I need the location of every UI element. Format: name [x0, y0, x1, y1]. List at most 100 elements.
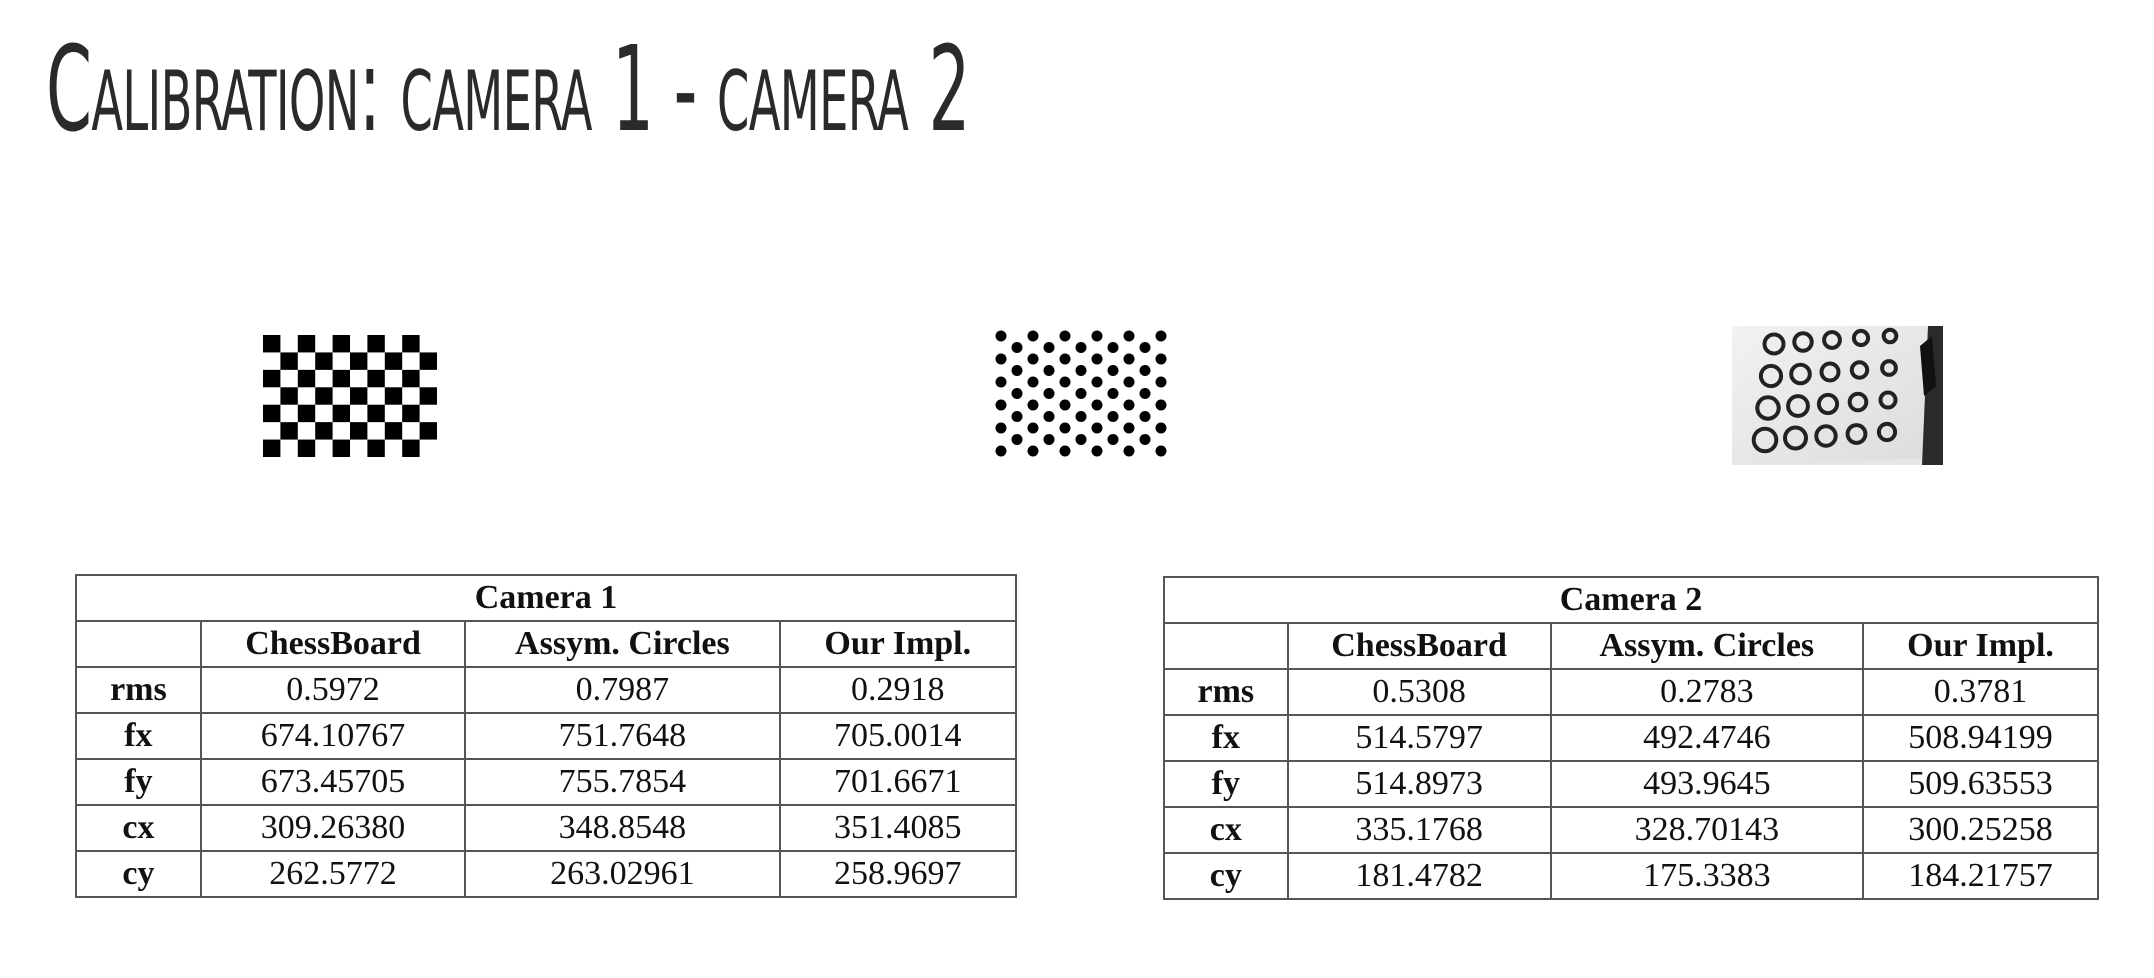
photo-ring — [1814, 424, 1838, 448]
chess-square — [263, 439, 281, 457]
photo-ring — [1881, 327, 1899, 345]
table-cell: 674.10767 — [199, 712, 467, 760]
chess-square — [367, 439, 385, 457]
table-cell: 508.94199 — [1862, 714, 2099, 762]
photo-ring — [1876, 421, 1898, 443]
table-cell: 493.9645 — [1549, 760, 1865, 808]
table-row: rms 0.5972 0.7987 0.2918 — [75, 666, 1018, 714]
column-header — [75, 620, 202, 668]
column-header: ChessBoard — [199, 620, 467, 668]
table-cell: 514.8973 — [1286, 760, 1552, 808]
column-header: Assym. Circles — [1549, 622, 1865, 670]
chess-square — [367, 404, 385, 423]
photo-ring — [1751, 426, 1779, 454]
table-cell: 514.5797 — [1286, 714, 1552, 762]
pattern-dot — [1059, 353, 1071, 365]
pattern-dot — [1155, 445, 1167, 457]
chess-square — [280, 352, 298, 370]
table-cell: 184.21757 — [1862, 852, 2099, 900]
chess-square — [315, 387, 333, 405]
row-label: fy — [1163, 760, 1289, 808]
table-caption: Camera 2 — [1163, 576, 2099, 624]
table-row: rms 0.5308 0.2783 0.3781 — [1163, 668, 2099, 716]
photo-ring — [1755, 395, 1781, 421]
pattern-dot — [995, 330, 1007, 342]
chess-square — [419, 387, 437, 405]
table-cell: 175.3383 — [1549, 852, 1865, 900]
photo-ring — [1880, 359, 1898, 377]
chess-square — [332, 404, 350, 423]
pattern-dot — [1155, 399, 1167, 411]
photo-ring — [1789, 362, 1812, 386]
chess-square — [263, 369, 281, 388]
pattern-dot — [1011, 434, 1023, 445]
chess-square — [419, 422, 437, 440]
table-row: fy 514.8973 493.9645 509.63553 — [1163, 760, 2099, 808]
chess-square — [315, 352, 333, 370]
pattern-dot — [1011, 411, 1023, 422]
photo-ring — [1878, 390, 1898, 410]
pattern-dot — [1155, 353, 1167, 365]
photo-ring — [1822, 330, 1842, 350]
row-label: cy — [1163, 852, 1289, 900]
pattern-dot — [1059, 399, 1071, 411]
chess-square — [297, 369, 316, 388]
pattern-dot — [1027, 330, 1039, 342]
table-cell: 328.70143 — [1549, 806, 1865, 854]
pattern-dot — [1075, 411, 1087, 422]
table-row: fx 514.5797 492.4746 508.94199 — [1163, 714, 2099, 762]
pattern-dot — [1059, 445, 1071, 457]
pattern-dot — [1123, 399, 1135, 411]
pattern-dot — [1091, 376, 1103, 388]
table-cell: 705.0014 — [778, 712, 1018, 760]
pattern-dot — [1091, 330, 1103, 342]
chess-square — [263, 404, 281, 423]
pattern-dot — [1107, 365, 1119, 376]
pattern-dot — [1091, 399, 1103, 411]
chess-square — [384, 422, 403, 440]
pattern-dot — [1075, 342, 1087, 353]
pattern-dot — [1139, 342, 1151, 353]
photographed-circles-pattern-image — [1732, 326, 1943, 465]
chess-square — [402, 335, 420, 353]
pattern-dot — [995, 422, 1007, 434]
chess-square — [297, 439, 316, 457]
pattern-dot — [1155, 376, 1167, 388]
table-row: fy 673.45705 755.7854 701.6671 — [75, 758, 1018, 806]
photo-ring — [1758, 363, 1784, 389]
pattern-dot — [995, 399, 1007, 411]
pattern-dot — [1059, 422, 1071, 434]
pattern-dot — [1043, 434, 1055, 445]
row-label: fy — [75, 758, 202, 806]
chess-square — [384, 387, 403, 405]
table-cell: 351.4085 — [778, 804, 1018, 852]
chess-square — [332, 369, 350, 388]
chess-square — [280, 422, 298, 440]
row-label: rms — [1163, 668, 1289, 716]
table-cell: 262.5772 — [199, 850, 467, 898]
table-cell: 492.4746 — [1549, 714, 1865, 762]
camera-2-table: Camera 2 ChessBoard Assym. Circles Our I… — [1163, 576, 2099, 900]
pattern-dot — [1011, 365, 1023, 376]
table-row: fx 674.10767 751.7648 705.0014 — [75, 712, 1018, 760]
pattern-dot — [1123, 353, 1135, 365]
pattern-dot — [1155, 330, 1167, 342]
chess-square — [402, 369, 420, 388]
pattern-dot — [1139, 388, 1151, 399]
chess-square — [297, 404, 316, 423]
pattern-dot — [1123, 445, 1135, 457]
chess-square — [384, 352, 403, 370]
pattern-dot — [1123, 376, 1135, 388]
pattern-dot — [1011, 388, 1023, 399]
pattern-dot — [1107, 434, 1119, 445]
table-cell: 673.45705 — [199, 758, 467, 806]
row-label: fx — [1163, 714, 1289, 762]
pattern-dot — [1107, 388, 1119, 399]
table-cell: 181.4782 — [1286, 852, 1552, 900]
table-row: cx 335.1768 328.70143 300.25258 — [1163, 806, 2099, 854]
row-label: cx — [75, 804, 202, 852]
table-cell: 335.1768 — [1286, 806, 1552, 854]
table-cell: 0.2918 — [778, 666, 1018, 714]
pattern-dot — [1091, 445, 1103, 457]
pattern-dot — [995, 376, 1007, 388]
